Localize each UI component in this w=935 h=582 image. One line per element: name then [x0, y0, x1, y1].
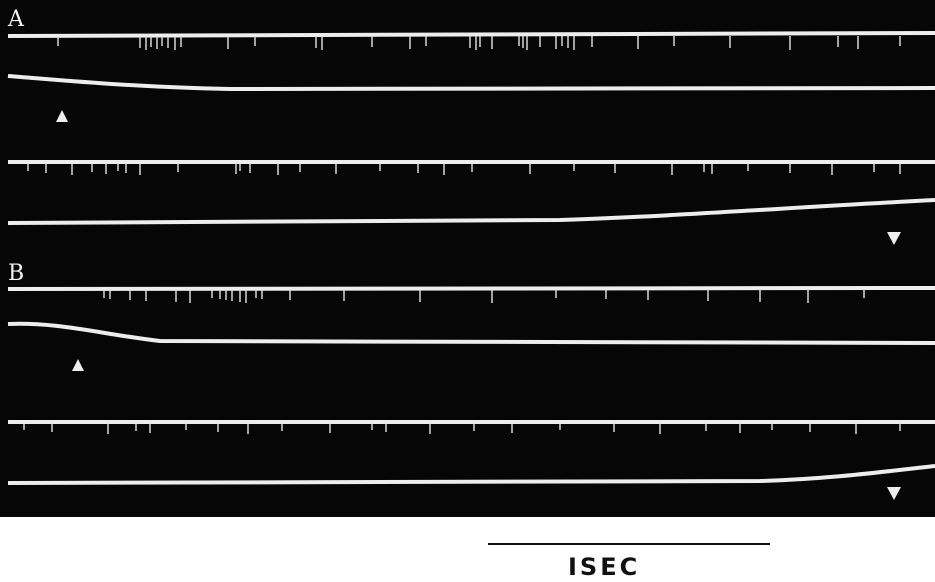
time-scale-bar: ISEC [488, 543, 770, 581]
onset-triangle-up-icon [72, 359, 84, 371]
offset-triangle-down-icon [887, 487, 901, 500]
panel-a-row-2-stimulus-trace [7, 198, 935, 225]
panel-a-row-1-stimulus-trace [7, 74, 935, 92]
panel-a-record-background [0, 0, 935, 258]
panel-a-row-1-spike-trace [7, 31, 935, 38]
offset-triangle-down-icon [887, 232, 901, 245]
scale-bar-label: ISEC [568, 553, 640, 581]
onset-triangle-up-icon [56, 110, 68, 122]
panel-b: B [0, 258, 935, 517]
panel-b-row-2-stimulus-trace [7, 464, 935, 485]
panel-a-row-1-spike-marks [57, 36, 901, 50]
panel-a: A [0, 0, 935, 258]
panel-b-row-1-spike-marks [103, 289, 865, 303]
panel-a-label: A [7, 7, 25, 32]
panel-b-record-background [0, 258, 935, 517]
panel-b-row-1-spike-trace [7, 286, 935, 291]
panel-b-row-2-spike-marks [23, 422, 901, 434]
panel-a-row-2-spike-marks [27, 162, 901, 175]
panel-b-label: B [8, 261, 24, 286]
panel-b-row-1-stimulus-trace [7, 321, 935, 345]
